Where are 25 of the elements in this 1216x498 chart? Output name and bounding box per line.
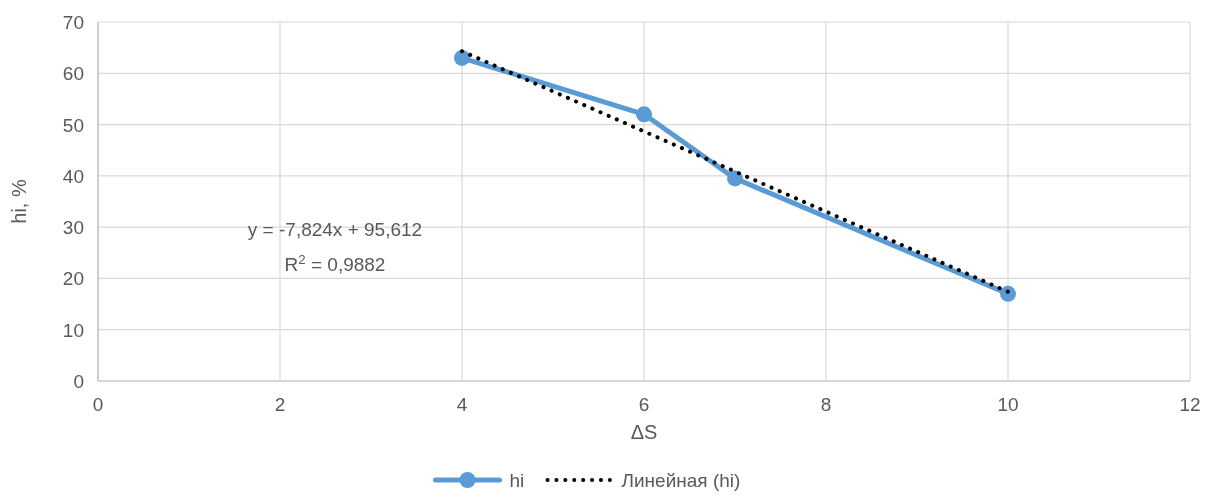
legend-label: hi [509, 470, 525, 491]
legend-label: Линейная (hi) [621, 470, 741, 491]
x-tick-label: 2 [274, 394, 286, 415]
y-tick-label: 70 [62, 12, 84, 33]
x-tick-label: 0 [92, 394, 104, 415]
point [454, 49, 470, 66]
y-tick-label: 60 [62, 63, 84, 85]
y-tick-label: 0 [73, 371, 84, 392]
annotation: R$^{2}$ = 0,9882 [284, 251, 386, 275]
y-tick-label: 30 [62, 217, 84, 239]
x-tick-label: 8 [820, 394, 832, 415]
point [727, 170, 743, 187]
y-tick-label: 20 [62, 268, 84, 290]
x-tick-label: 12 [1179, 394, 1201, 415]
annotation: y = -7,824x + 95,612 [247, 219, 423, 240]
x-tick-label: 6 [638, 394, 650, 415]
x-tick-label: 10 [997, 394, 1019, 415]
y-tick-label: 50 [62, 114, 84, 136]
x-tick-label: 4 [456, 394, 468, 415]
point [636, 106, 652, 123]
y-axis-title: hi, % [8, 179, 30, 224]
point [1000, 285, 1016, 302]
x-axis-title: ΔS [630, 421, 658, 443]
y-tick-label: 10 [62, 319, 84, 341]
y-tick-label: 40 [62, 165, 84, 187]
